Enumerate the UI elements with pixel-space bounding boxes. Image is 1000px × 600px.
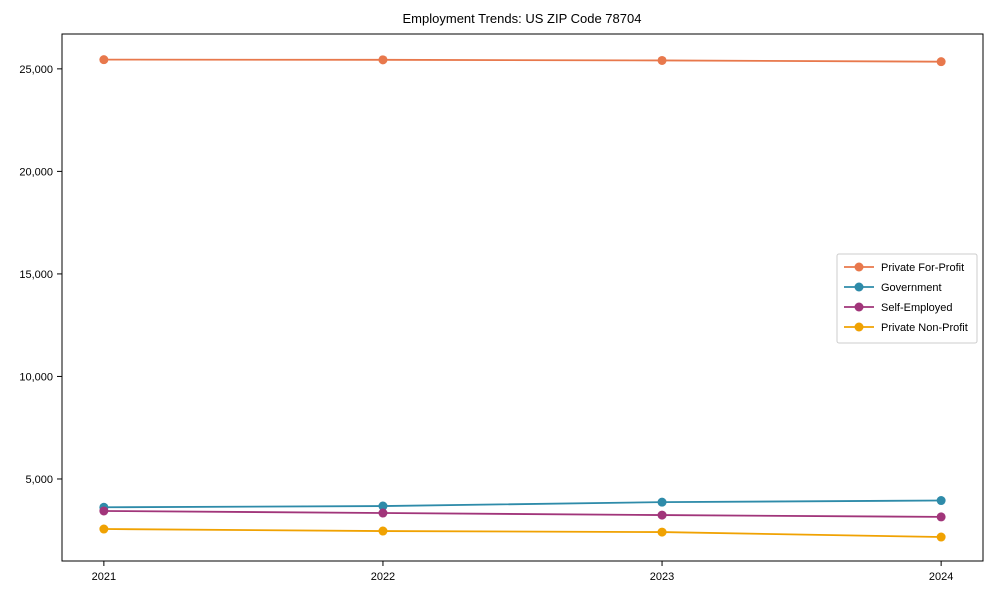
data-point <box>378 501 388 511</box>
y-tick-label: 10,000 <box>19 371 53 383</box>
series-line <box>103 528 942 538</box>
data-point <box>657 510 667 520</box>
data-point <box>378 508 388 518</box>
y-tick-label: 25,000 <box>19 64 53 76</box>
x-tick-label: 2021 <box>92 571 116 583</box>
data-point <box>99 55 109 65</box>
data-point <box>378 55 388 65</box>
series-line <box>103 58 942 63</box>
legend-label: Private Non-Profit <box>881 322 968 334</box>
legend-label: Government <box>881 282 942 294</box>
data-point <box>657 527 667 537</box>
x-tick-label: 2024 <box>929 571 953 583</box>
legend-marker <box>854 282 864 292</box>
x-tick-label: 2023 <box>650 571 674 583</box>
y-tick-label: 5,000 <box>25 474 53 486</box>
x-tick-label: 2022 <box>371 571 395 583</box>
data-point <box>99 506 109 516</box>
chart-title: Employment Trends: US ZIP Code 78704 <box>403 11 642 26</box>
data-point <box>936 496 946 506</box>
series-line <box>103 499 942 509</box>
plot-frame <box>61 33 984 562</box>
data-point <box>936 532 946 542</box>
legend-label: Self-Employed <box>881 302 953 314</box>
legend-marker <box>854 262 864 272</box>
data-point <box>657 55 667 65</box>
legend-marker <box>854 322 864 332</box>
data-point <box>657 497 667 507</box>
data-point <box>99 524 109 534</box>
data-point <box>936 57 946 67</box>
data-point <box>936 512 946 522</box>
data-point <box>378 526 388 536</box>
series-line <box>103 510 942 518</box>
y-tick-label: 20,000 <box>19 166 53 178</box>
legend-box <box>836 253 978 344</box>
legend-label: Private For-Profit <box>881 262 964 274</box>
y-tick-label: 15,000 <box>19 269 53 281</box>
legend-marker <box>854 302 864 312</box>
